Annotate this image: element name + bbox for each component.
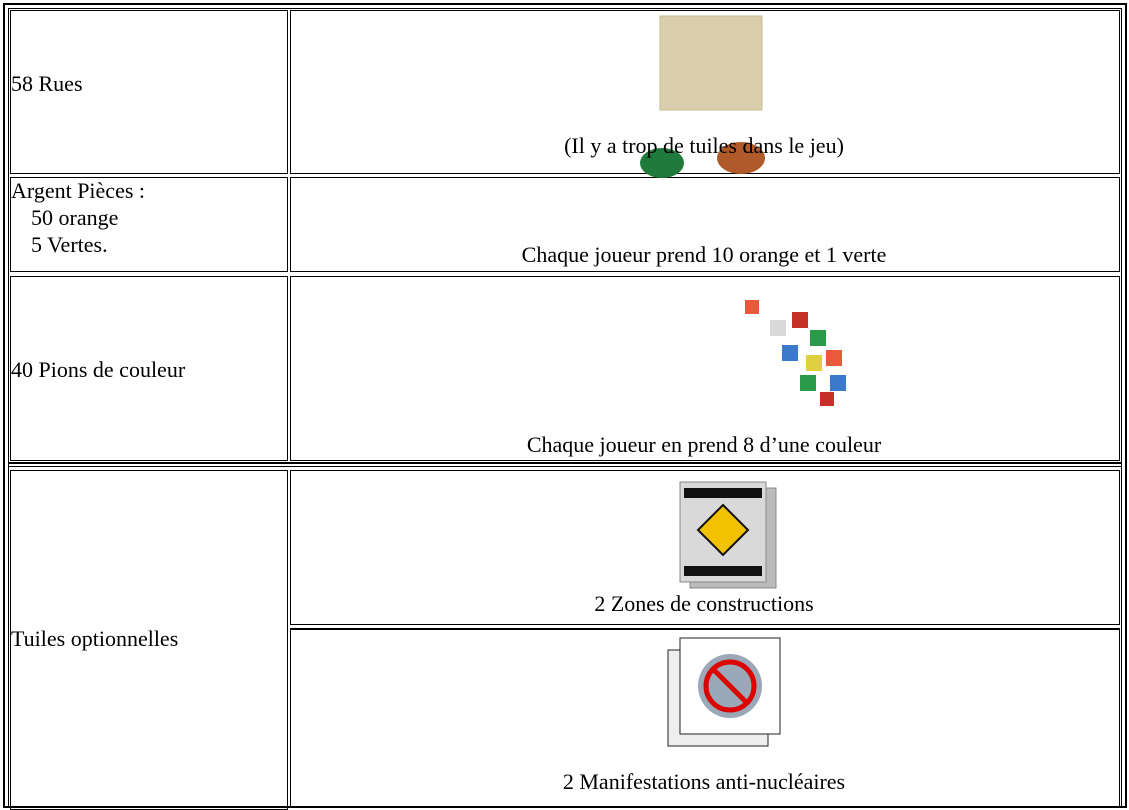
orange-coin [717, 142, 765, 174]
cell [10, 177, 288, 272]
row-label: 40 Pions de couleur [11, 357, 186, 382]
row-label: Tuiles optionnelles [11, 626, 179, 651]
caption: Chaque joueur prend 10 orange et 1 verte [521, 242, 887, 267]
cell [290, 177, 1120, 272]
cell [290, 276, 1120, 461]
street-tiles [659, 15, 763, 111]
cell [10, 10, 288, 174]
green-coin [640, 148, 684, 178]
row-label: 50 orange [31, 205, 119, 230]
cell [10, 276, 288, 461]
cubes [745, 300, 846, 406]
row-label: Argent Pièces : [11, 178, 146, 203]
caption: 2 Manifestations anti-nucléaires [562, 769, 846, 794]
separator [8, 462, 1122, 467]
construction-tile [679, 481, 777, 589]
row-label: 5 Vertes. [31, 232, 108, 257]
cell [290, 470, 1120, 625]
caption: 2 Zones de constructions [594, 591, 814, 616]
protest-tile [667, 637, 781, 747]
caption: Chaque joueur en prend 8 d’une couleur [526, 432, 882, 457]
row-label: 58 Rues [11, 71, 83, 96]
cell [290, 10, 1120, 174]
caption: (Il y a trop de tuiles dans le jeu) [564, 133, 844, 158]
